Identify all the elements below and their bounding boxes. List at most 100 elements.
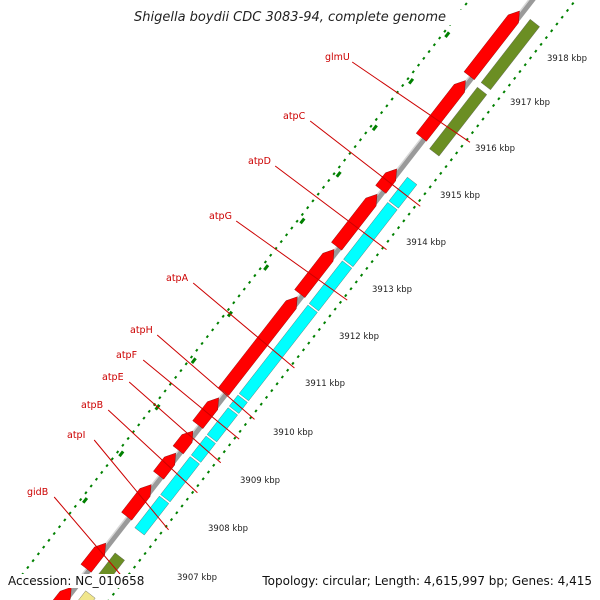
tick-mark-inner bbox=[84, 491, 88, 495]
tick-mark-inner bbox=[253, 273, 257, 278]
tick-mark-inner bbox=[79, 497, 83, 502]
tick-mark-outer bbox=[370, 259, 374, 264]
tick-mark-inner bbox=[89, 484, 93, 488]
gene-label-glmU: glmU bbox=[325, 52, 350, 63]
gene-label-gidB: gidB bbox=[27, 487, 48, 498]
cds-arrow bbox=[192, 397, 219, 429]
tick-mark-inner bbox=[137, 423, 141, 427]
tick-mark-inner bbox=[311, 199, 315, 203]
tick-mark-outer bbox=[349, 287, 353, 291]
tick-mark-inner bbox=[290, 226, 294, 230]
genome-summary-text: Topology: circular; Length: 4,615,997 bp… bbox=[258, 574, 592, 588]
tick-mark-inner bbox=[406, 77, 410, 81]
rna-feature bbox=[78, 590, 96, 600]
leader-atpD bbox=[274, 165, 387, 251]
tick-mark-outer bbox=[396, 226, 401, 230]
tick-mark-inner bbox=[52, 531, 56, 536]
tick-mark-outer bbox=[206, 470, 211, 474]
tick-mark-inner bbox=[284, 233, 289, 237]
tick-mark-inner bbox=[142, 416, 146, 420]
tick-mark-inner bbox=[422, 56, 426, 60]
tick-mark-outer bbox=[460, 144, 464, 148]
tick-mark-inner bbox=[147, 409, 151, 413]
kbp-tick bbox=[118, 450, 125, 458]
gene-label-atpE: atpE bbox=[102, 372, 124, 383]
tick-mark-inner bbox=[374, 117, 378, 122]
gene-label-atpC: atpC bbox=[283, 111, 306, 122]
tick-mark-outer bbox=[222, 450, 226, 454]
tick-mark-inner bbox=[358, 138, 363, 142]
tick-mark-outer bbox=[180, 504, 184, 508]
tick-mark-outer bbox=[444, 164, 448, 169]
tick-mark-outer bbox=[523, 63, 527, 67]
accession-text: Accession: NC_010658 bbox=[8, 574, 149, 588]
atpE-gene bbox=[191, 435, 216, 463]
scale-label: 3915 kbp bbox=[440, 191, 480, 201]
tick-mark-inner bbox=[184, 362, 188, 366]
scale-label: 3918 kbp bbox=[547, 54, 587, 64]
glmU-gene bbox=[429, 86, 488, 157]
tick-mark-outer bbox=[476, 124, 480, 128]
tick-mark-inner bbox=[379, 111, 384, 115]
tick-mark-inner bbox=[115, 450, 120, 454]
scale-label: 3911 kbp bbox=[305, 379, 345, 389]
kbp-tick bbox=[408, 77, 415, 85]
tick-mark-outer bbox=[264, 395, 269, 400]
tick-mark-inner bbox=[401, 83, 405, 88]
gene-leader-lines bbox=[53, 61, 471, 584]
tick-mark-outer bbox=[333, 307, 337, 311]
tick-mark-outer bbox=[481, 117, 485, 121]
tick-mark-inner bbox=[464, 2, 468, 6]
tick-mark-inner bbox=[189, 355, 194, 359]
scale-label: 3908 kbp bbox=[208, 524, 248, 534]
tick-mark-outer bbox=[470, 131, 475, 135]
tick-mark-outer bbox=[491, 103, 496, 108]
tick-mark-outer bbox=[534, 49, 538, 53]
atpA-gene bbox=[238, 304, 318, 402]
tick-mark-outer bbox=[528, 56, 533, 60]
kbp-tick bbox=[263, 264, 270, 271]
cds-arrow bbox=[121, 484, 152, 521]
cds-arrow bbox=[153, 452, 176, 480]
tick-mark-inner bbox=[269, 253, 273, 257]
tick-mark-outer bbox=[191, 490, 195, 495]
tick-mark-outer bbox=[270, 388, 274, 393]
cds-arrow bbox=[52, 587, 72, 600]
tick-mark-inner bbox=[316, 192, 320, 196]
tick-mark-outer bbox=[307, 341, 311, 345]
tick-mark-outer bbox=[148, 545, 152, 549]
tick-mark-outer bbox=[433, 178, 438, 182]
tick-mark-inner bbox=[337, 165, 341, 169]
tick-mark-outer bbox=[286, 368, 290, 372]
tick-mark-outer bbox=[365, 266, 369, 271]
cds-arrow bbox=[375, 168, 397, 194]
tick-mark-inner bbox=[295, 219, 299, 223]
tick-mark-outer bbox=[391, 232, 395, 237]
cds-arrow bbox=[218, 296, 298, 396]
tick-mark-inner bbox=[31, 559, 35, 563]
tick-mark-inner bbox=[205, 335, 209, 339]
tick-mark-inner bbox=[263, 260, 268, 264]
tick-mark-outer bbox=[423, 192, 427, 196]
tick-mark-outer bbox=[407, 212, 411, 216]
tick-mark-outer bbox=[323, 321, 327, 325]
tick-mark-outer bbox=[175, 511, 179, 515]
tick-mark-inner bbox=[385, 104, 389, 108]
tick-mark-inner bbox=[47, 538, 51, 542]
tick-mark-outer bbox=[455, 151, 459, 155]
gene-label-atpH: atpH bbox=[130, 325, 153, 336]
gene-label-atpA: atpA bbox=[166, 273, 189, 284]
tick-mark-outer bbox=[143, 551, 147, 556]
tick-mark-inner bbox=[327, 178, 331, 183]
tick-mark-inner bbox=[200, 341, 204, 346]
kbp-tick bbox=[82, 497, 89, 504]
tick-mark-outer bbox=[338, 300, 343, 304]
leader-glmU bbox=[351, 61, 471, 143]
tick-mark-inner bbox=[427, 49, 431, 54]
tick-mark-inner bbox=[411, 70, 415, 74]
tick-mark-outer bbox=[354, 280, 358, 284]
tick-mark-inner bbox=[216, 321, 220, 325]
tick-mark-outer bbox=[238, 429, 242, 433]
tick-mark-inner bbox=[306, 206, 310, 210]
tick-mark-outer bbox=[544, 35, 548, 40]
